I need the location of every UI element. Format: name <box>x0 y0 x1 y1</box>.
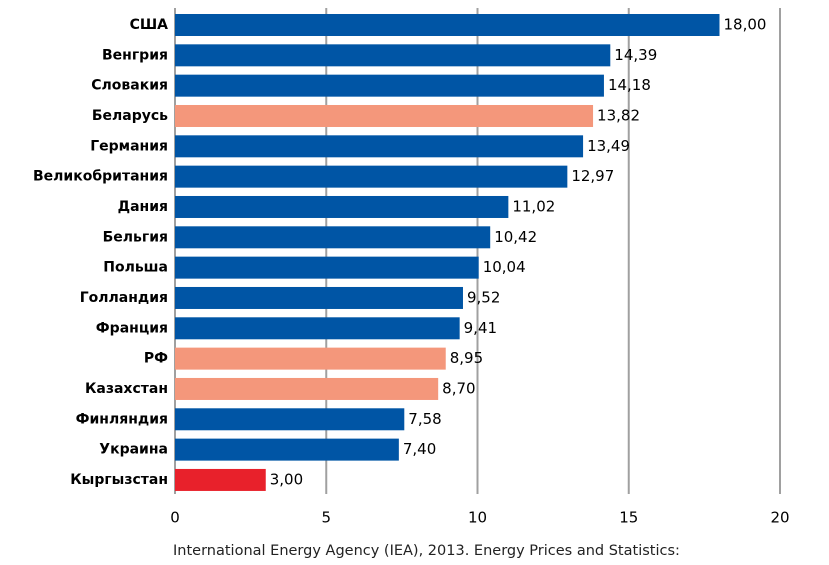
y-tick-label: Германия <box>90 138 168 154</box>
bar <box>175 468 266 491</box>
y-tick-label: США <box>130 17 169 33</box>
y-tick-label: Кыргызстан <box>70 472 168 488</box>
y-tick-label: РФ <box>144 351 168 367</box>
bar <box>175 317 460 340</box>
value-label: 10,42 <box>494 228 537 246</box>
bar <box>175 14 720 36</box>
x-tick-label: 5 <box>321 509 331 527</box>
value-label: 8,70 <box>442 379 475 397</box>
bar <box>175 438 399 461</box>
x-tick-label: 0 <box>170 509 180 527</box>
value-label: 13,49 <box>587 137 630 155</box>
bar <box>175 74 604 97</box>
bar <box>175 195 509 218</box>
y-tick-label: Венгрия <box>102 47 168 63</box>
source-note: International Energy Agency (IEA), 2013.… <box>173 543 680 559</box>
x-tick-label: 10 <box>468 509 487 527</box>
value-label: 9,52 <box>467 288 500 306</box>
y-tick-label: Украина <box>99 442 168 458</box>
bar <box>175 165 568 188</box>
y-tick-label: Франция <box>96 320 168 336</box>
value-label: 7,58 <box>408 410 441 428</box>
bar <box>175 44 611 67</box>
y-tick-label: Великобритания <box>33 169 168 185</box>
bar <box>175 408 405 431</box>
bar <box>175 226 491 249</box>
value-label: 10,04 <box>483 258 526 276</box>
y-tick-label: Беларусь <box>92 108 168 124</box>
value-label: 13,82 <box>597 106 640 124</box>
x-tick-label: 15 <box>619 509 638 527</box>
value-label: 14,39 <box>614 46 657 64</box>
value-label: 14,18 <box>608 76 651 94</box>
y-tick-label: Бельгия <box>103 229 168 245</box>
y-tick-label: Финляндия <box>76 411 168 427</box>
bar <box>175 286 463 309</box>
value-label: 9,41 <box>464 319 497 337</box>
value-label: 18,00 <box>724 16 767 34</box>
value-label: 7,40 <box>403 440 436 458</box>
y-tick-label: Казахстан <box>85 381 168 397</box>
value-label: 8,95 <box>450 349 483 367</box>
value-label: 11,02 <box>512 197 555 215</box>
bar <box>175 104 594 127</box>
bar <box>175 347 446 370</box>
x-tick-label: 20 <box>770 509 789 527</box>
bar <box>175 135 584 158</box>
y-tick-label: Дания <box>118 199 168 215</box>
bar <box>175 256 479 279</box>
value-label: 12,97 <box>571 167 614 185</box>
bar <box>175 377 439 400</box>
y-tick-label: Польша <box>103 260 168 276</box>
y-tick-label: Словакия <box>91 78 168 94</box>
y-tick-label: Голландия <box>80 290 168 306</box>
value-label: 3,00 <box>270 470 303 488</box>
